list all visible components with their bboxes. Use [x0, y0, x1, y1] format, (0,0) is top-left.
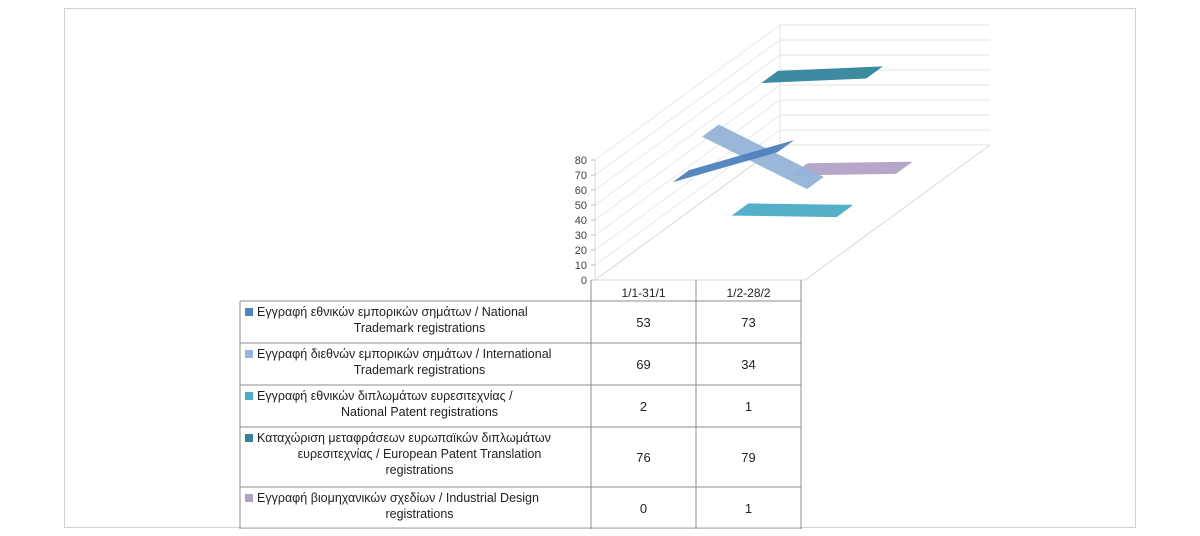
series-label-1-line-2: Trademark registrations — [354, 321, 486, 335]
series-ribbon-3 — [731, 203, 854, 218]
side-gridline-20 — [594, 114, 781, 251]
data-value-5-2: 1 — [745, 501, 752, 516]
data-value-4-1: 76 — [636, 450, 650, 465]
side-gridline-40 — [594, 84, 781, 221]
y-tick-label-70: 70 — [575, 170, 587, 182]
floor-edge — [595, 144, 991, 281]
category-label-1-2-28-2: 1/2-28/2 — [726, 286, 770, 300]
series-label-4-line-2: ευρεσιτεχνίας / European Patent Translat… — [298, 447, 542, 461]
y-tick-labels: 0 10 20 30 40 50 60 70 80 — [575, 155, 595, 287]
y-tick-label-50: 50 — [575, 200, 587, 212]
side-gridline-70 — [594, 39, 781, 176]
series-ribbon-1 — [672, 140, 795, 183]
series-label-2-line-2: Trademark registrations — [354, 363, 486, 377]
data-value-5-1: 0 — [640, 501, 647, 516]
legend-swatch-3 — [245, 392, 253, 400]
category-label-1-1-31-1: 1/1-31/1 — [621, 286, 665, 300]
series-label-4-line-1: Καταχώριση μεταφράσεων ευρωπαϊκών διπλωμ… — [257, 431, 551, 445]
data-value-4-2: 79 — [741, 450, 755, 465]
series-label-3-line-1: Εγγραφή εθνικών διπλωμάτων ευρεσιτεχνίας… — [257, 389, 513, 403]
data-value-2-2: 34 — [741, 357, 755, 372]
side-gridline-30 — [594, 99, 781, 236]
series-ribbon-5 — [790, 161, 913, 176]
data-value-3-1: 2 — [640, 399, 647, 414]
series-ribbon-4 — [761, 66, 883, 83]
y-tick-label-60: 60 — [575, 185, 587, 197]
legend-swatch-1 — [245, 308, 253, 316]
y-tick-label-20: 20 — [575, 245, 587, 257]
series-label-2-line-1: Εγγραφή διεθνών εμπορικών σημάτων / Inte… — [257, 347, 551, 361]
floor-left-edge — [594, 144, 781, 281]
series-ribbons — [672, 66, 913, 218]
series-label-4-line-3: registrations — [385, 463, 453, 477]
side-gridline-50 — [594, 69, 781, 206]
series-label-3-line-2: National Patent registrations — [341, 405, 498, 419]
y-tick-label-80: 80 — [575, 155, 587, 167]
series-ribbon-2 — [702, 124, 824, 190]
y-tick-label-0: 0 — [581, 275, 587, 287]
gridlines — [594, 24, 990, 281]
y-tick-label-10: 10 — [575, 260, 587, 272]
series-label-1-line-1: Εγγραφή εθνικών εμπορικών σημάτων / Nati… — [257, 305, 528, 319]
data-value-1-1: 53 — [636, 315, 650, 330]
data-value-3-2: 1 — [745, 399, 752, 414]
data-table: 1/1-31/1 1/2-28/2 Εγγραφή εθνικών εμπορικώ… — [239, 280, 802, 529]
series-label-5-line-2: registrations — [385, 507, 453, 521]
legend-swatch-2 — [245, 350, 253, 358]
data-value-1-2: 73 — [741, 315, 755, 330]
legend-swatch-5 — [245, 494, 253, 502]
y-tick-label-30: 30 — [575, 230, 587, 242]
legend-swatch-4 — [245, 434, 253, 442]
side-gridline-80 — [594, 24, 781, 161]
side-gridline-60 — [594, 54, 781, 191]
y-tick-label-40: 40 — [575, 215, 587, 227]
data-value-2-1: 69 — [636, 357, 650, 372]
series-label-5-line-1: Εγγραφή βιομηχανικών σχεδίων / Industria… — [257, 491, 539, 505]
chart-frame: 0 10 20 30 40 50 60 70 80 1/1-31/1 1/2-28/2 Εγγραφή… — [64, 8, 1136, 529]
